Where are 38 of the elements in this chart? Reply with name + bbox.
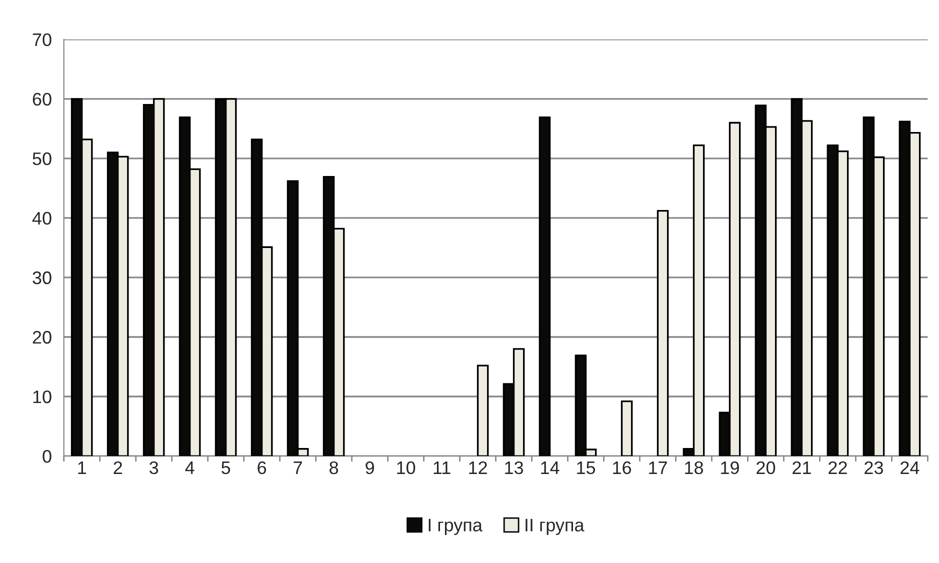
x-tick-label: 15 [577, 462, 596, 474]
y-tick-label: 0 [42, 450, 52, 463]
bar [538, 116, 551, 456]
y-tick-label: 10 [33, 390, 52, 404]
legend-label: II група [526, 518, 584, 536]
x-tick-label: 13 [505, 461, 524, 474]
legend-label: I група [428, 518, 482, 536]
x-tick-label: 6 [258, 461, 266, 474]
y-tick-label: 70 [32, 33, 52, 46]
y-tick-label: 40 [32, 212, 52, 225]
x-tick-label: 5 [222, 462, 230, 474]
x-tick-label: 2 [114, 461, 122, 474]
x-tick-label: 3 [150, 461, 158, 474]
x-tick-label: 4 [185, 462, 194, 474]
x-tick-label: 17 [649, 462, 667, 474]
x-tick-label: 10 [397, 461, 416, 474]
y-tick-label: 60 [32, 92, 52, 106]
x-tick-label: 1 [78, 462, 86, 474]
bar [620, 400, 633, 456]
x-tick-label: 22 [828, 461, 847, 474]
y-tick-label: 20 [32, 330, 52, 344]
x-tick-label: 7 [294, 462, 302, 474]
x-tick-label: 14 [541, 462, 560, 474]
bar [476, 364, 489, 456]
x-tick-label: 20 [756, 461, 776, 474]
x-tick-label: 11 [434, 462, 450, 474]
x-tick-label: 12 [469, 461, 487, 474]
x-tick-label: 16 [613, 461, 632, 474]
x-tick-label: 18 [685, 461, 704, 474]
bar [656, 210, 669, 456]
x-tick-label: 8 [330, 461, 338, 474]
x-tick-label: 9 [366, 461, 374, 474]
x-tick-label: 23 [864, 461, 883, 474]
x-tick-label: 21 [792, 461, 811, 474]
x-tick-label: 24 [900, 461, 920, 474]
x-tick-label: 19 [721, 461, 739, 474]
y-tick-label: 30 [32, 271, 52, 284]
y-tick-label: 50 [32, 152, 52, 166]
